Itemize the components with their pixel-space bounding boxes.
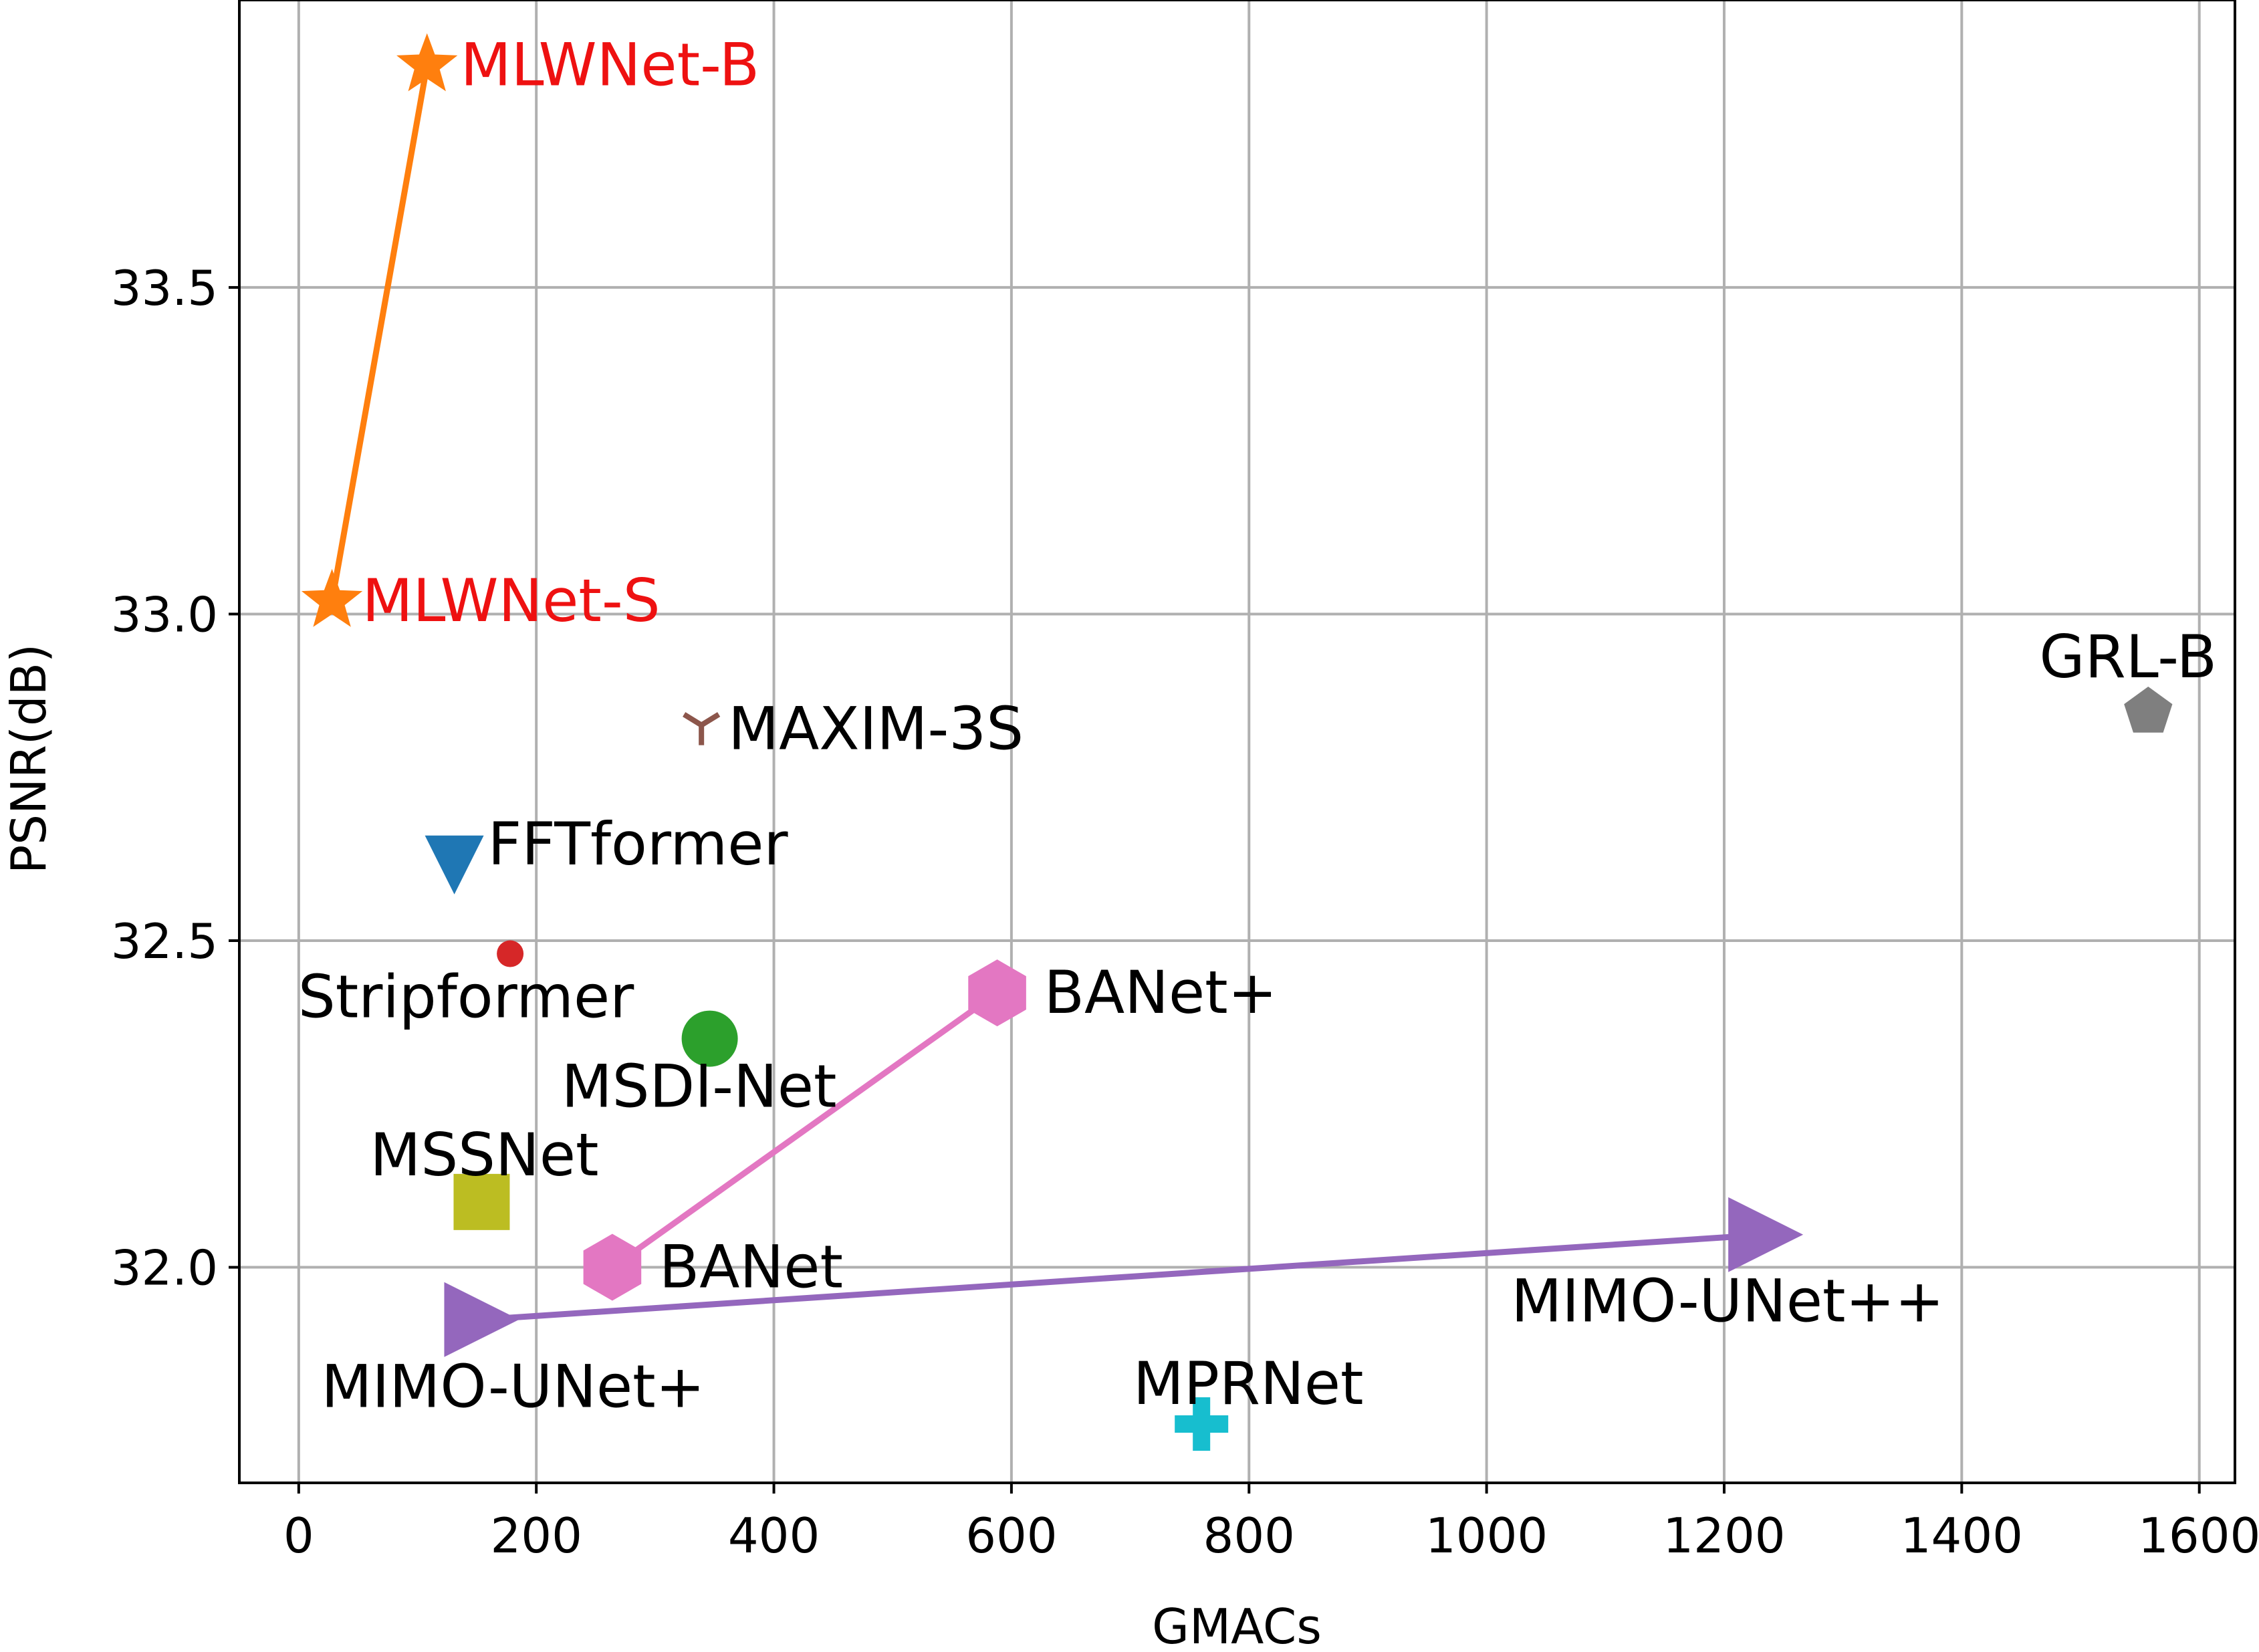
fftformer-marker — [425, 835, 484, 895]
point-label: MAXIM-3S — [728, 695, 1024, 763]
point-label: MLWNet-B — [461, 31, 759, 100]
x-tick-label: 200 — [490, 1508, 582, 1564]
grl-b-marker — [2124, 687, 2173, 733]
axis-ticks: 0 200 400 600 800 1000 1200 1400 1600 32.0 32.5 33.… — [111, 260, 2259, 1564]
point-label: MIMO-UNet+ — [322, 1352, 705, 1421]
maxim-3s-marker-arm-left — [683, 712, 703, 727]
point-label: Stripformer — [298, 963, 634, 1032]
connector-lines — [329, 64, 1766, 1323]
point-labels: MLWNet-B MLWNet-S MAXIM-3S GRL-B FFTformer St… — [298, 31, 2217, 1421]
mlwnet-s-marker — [301, 568, 363, 627]
connector-line — [329, 64, 431, 602]
banet-marker — [583, 1233, 642, 1301]
point-label: MIMO-UNet++ — [1511, 1267, 1944, 1336]
maxim-3s-marker-arm-right — [700, 712, 721, 727]
x-axis-label: GMACs — [1152, 1599, 1322, 1652]
banet--marker — [968, 959, 1026, 1027]
data-markers — [301, 33, 2173, 1451]
point-label: MSDI-Net — [562, 1052, 837, 1121]
x-tick-label: 0 — [283, 1508, 314, 1564]
point-label: MPRNet — [1133, 1349, 1364, 1418]
mimo-unet--marker — [444, 1282, 519, 1357]
y-tick-label: 33.0 — [111, 586, 218, 642]
maxim-3s-marker — [683, 712, 721, 745]
y-axis-label: PSNR(dB) — [1, 644, 57, 874]
point-label: FFTformer — [488, 810, 789, 878]
msdi-net-marker — [681, 1010, 738, 1067]
y-tick-label: 33.5 — [111, 260, 218, 316]
connector-line — [481, 1231, 1766, 1323]
y-tick-label: 32.5 — [111, 913, 218, 969]
point-label: BANet — [659, 1233, 843, 1302]
connector-line — [610, 990, 999, 1270]
plot-frame — [238, 0, 2236, 1484]
mlwnet-b-marker — [396, 33, 458, 92]
point-label: BANet+ — [1044, 958, 1278, 1027]
x-tick-label: 800 — [1203, 1508, 1295, 1564]
x-tick-label: 600 — [965, 1508, 1057, 1564]
mprnet-marker — [1175, 1397, 1229, 1451]
x-tick-label: 1000 — [1425, 1508, 1548, 1564]
mssnet-marker — [453, 1173, 510, 1230]
x-tick-label: 1600 — [2138, 1508, 2259, 1564]
stripformer-marker — [497, 940, 524, 967]
point-label: MLWNet-S — [362, 566, 661, 635]
grid-lines — [239, 0, 2235, 1483]
x-tick-label: 400 — [728, 1508, 820, 1564]
x-tick-label: 1200 — [1663, 1508, 1785, 1564]
y-tick-label: 32.0 — [111, 1240, 218, 1296]
x-tick-label: 1400 — [1901, 1508, 2023, 1564]
point-label: MSSNet — [370, 1120, 598, 1189]
point-label: GRL-B — [2039, 622, 2217, 691]
mimo-unet--marker — [1728, 1197, 1804, 1272]
